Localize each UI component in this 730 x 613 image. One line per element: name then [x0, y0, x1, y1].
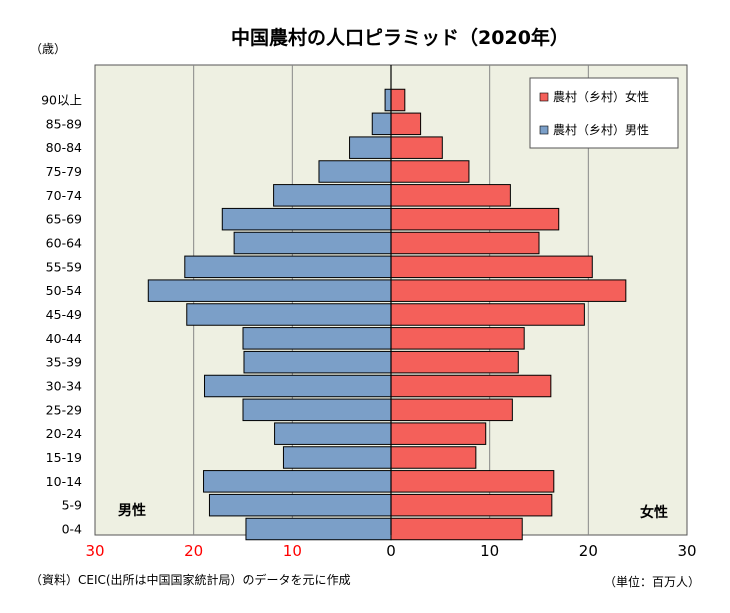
age-label-0-4: 0-4 — [62, 522, 82, 537]
bar-male-15-19 — [282, 446, 392, 469]
bar-male-25-29 — [242, 398, 392, 422]
source-note: （資料）CEIC(出所は中国国家統計局）のデータを元に作成 — [30, 572, 351, 587]
x-tick-label: 20 — [184, 542, 203, 560]
age-label-25-29: 25-29 — [46, 402, 82, 417]
chart-title: 中国農村の人口ピラミッド（2020年） — [231, 26, 569, 49]
bar-male-55-59 — [184, 255, 392, 279]
bar-male-75-79 — [318, 160, 392, 183]
bar-male-0-4 — [245, 517, 392, 541]
bar-male-90以上 — [384, 88, 392, 112]
bar-male-65-69 — [221, 207, 392, 231]
age-label-70-74: 70-74 — [46, 188, 82, 203]
bar-male-70-74 — [273, 184, 392, 207]
unit-note: （単位：百万人） — [604, 574, 700, 589]
age-label-90以上: 90以上 — [41, 93, 82, 108]
bar-male-20-24 — [274, 422, 392, 445]
age-label-85-89: 85-89 — [46, 116, 82, 131]
legend: 農村（乡村）女性 農村（乡村）男性 — [529, 77, 679, 149]
bar-female-55-59 — [390, 255, 593, 279]
bar-male-85-89 — [371, 112, 392, 136]
x-tick-label: 0 — [386, 542, 396, 560]
bar-female-10-14 — [390, 470, 555, 493]
bar-male-35-39 — [243, 350, 392, 374]
age-label-20-24: 20-24 — [46, 426, 82, 441]
legend-box — [529, 77, 679, 149]
bar-male-40-44 — [242, 327, 392, 350]
age-label-45-49: 45-49 — [46, 307, 82, 322]
bar-female-40-44 — [390, 327, 525, 350]
legend-swatch-female — [539, 92, 549, 102]
bar-male-30-34 — [204, 374, 392, 398]
bar-female-45-49 — [390, 303, 585, 326]
age-label-80-84: 80-84 — [46, 140, 82, 155]
bar-male-5-9 — [208, 493, 392, 517]
bar-female-5-9 — [390, 493, 553, 517]
bar-female-30-34 — [390, 374, 552, 398]
bar-female-75-79 — [390, 160, 470, 183]
legend-label-female: 農村（乡村）女性 — [553, 89, 649, 104]
male-side-label: 男性 — [118, 502, 146, 519]
bar-female-35-39 — [390, 350, 519, 374]
bar-female-90以上 — [390, 88, 406, 112]
age-label-50-54: 50-54 — [46, 283, 82, 298]
legend-swatch-male — [539, 125, 549, 135]
bar-male-50-54 — [147, 279, 392, 302]
bar-female-25-29 — [390, 398, 513, 422]
age-group-labels: 90以上 85-89 80-84 75-79 70-74 65-69 60-64 55-59 5… — [41, 93, 82, 537]
x-tick-labels: 30 20 10 0 10 20 30 — [85, 542, 696, 560]
age-label-65-69: 65-69 — [46, 212, 82, 227]
bar-female-80-84 — [390, 136, 443, 159]
x-tick-label: 30 — [677, 542, 696, 560]
age-label-5-9: 5-9 — [62, 498, 82, 513]
x-tick-label: 20 — [579, 542, 598, 560]
age-label-60-64: 60-64 — [46, 236, 82, 251]
age-label-10-14: 10-14 — [46, 474, 82, 489]
bars-group — [147, 88, 627, 541]
legend-label-male: 農村（乡村）男性 — [553, 123, 649, 137]
bar-female-70-74 — [390, 184, 511, 207]
bar-male-80-84 — [349, 136, 392, 159]
age-label-55-59: 55-59 — [46, 259, 82, 274]
age-label-15-19: 15-19 — [46, 450, 82, 465]
bar-female-85-89 — [390, 112, 422, 136]
age-unit-label: （歳） — [30, 42, 66, 56]
bar-male-60-64 — [233, 231, 392, 255]
age-label-30-34: 30-34 — [46, 379, 82, 394]
x-tick-label: 10 — [480, 542, 499, 560]
age-label-35-39: 35-39 — [46, 355, 82, 370]
bar-female-0-4 — [390, 517, 523, 541]
x-tick-label: 10 — [283, 542, 302, 560]
bar-female-65-69 — [390, 207, 560, 231]
female-side-label: 女性 — [640, 504, 668, 521]
bar-female-15-19 — [390, 446, 477, 469]
age-label-75-79: 75-79 — [46, 164, 82, 179]
bar-female-50-54 — [390, 279, 627, 302]
bar-female-20-24 — [390, 422, 487, 445]
bar-female-60-64 — [390, 231, 540, 255]
age-label-40-44: 40-44 — [46, 331, 82, 346]
bar-male-10-14 — [203, 470, 392, 493]
x-tick-label: 30 — [85, 542, 104, 560]
bar-male-45-49 — [186, 303, 392, 326]
